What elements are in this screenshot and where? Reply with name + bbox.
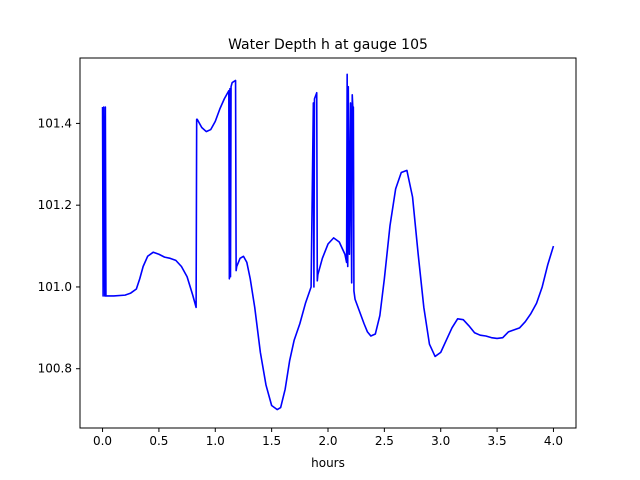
series-line (101, 73, 555, 411)
y-tick-label: 100.8 (38, 362, 72, 376)
x-tick-label: 1.5 (262, 434, 281, 448)
y-tick-label: 101.2 (38, 198, 72, 212)
x-tick-label: 0.0 (93, 434, 112, 448)
x-tick-label: 2.0 (318, 434, 337, 448)
chart-title: Water Depth h at gauge 105 (228, 37, 428, 53)
x-axis: 0.0 0.5 1.0 1.5 2.0 2.5 3.0 3.5 4.0 (93, 428, 563, 448)
x-tick-label: 3.5 (488, 434, 507, 448)
y-axis: 100.8 101.0 101.2 101.4 (38, 116, 80, 376)
x-tick-label: 0.5 (149, 434, 168, 448)
x-tick-label: 2.5 (375, 434, 394, 448)
y-tick-label: 101.4 (38, 116, 72, 130)
y-tick-label: 101.0 (38, 280, 72, 294)
x-axis-label: hours (311, 456, 345, 470)
plot-area (101, 73, 555, 411)
x-tick-label: 1.0 (206, 434, 225, 448)
x-tick-label: 4.0 (544, 434, 563, 448)
x-tick-label: 3.0 (431, 434, 450, 448)
